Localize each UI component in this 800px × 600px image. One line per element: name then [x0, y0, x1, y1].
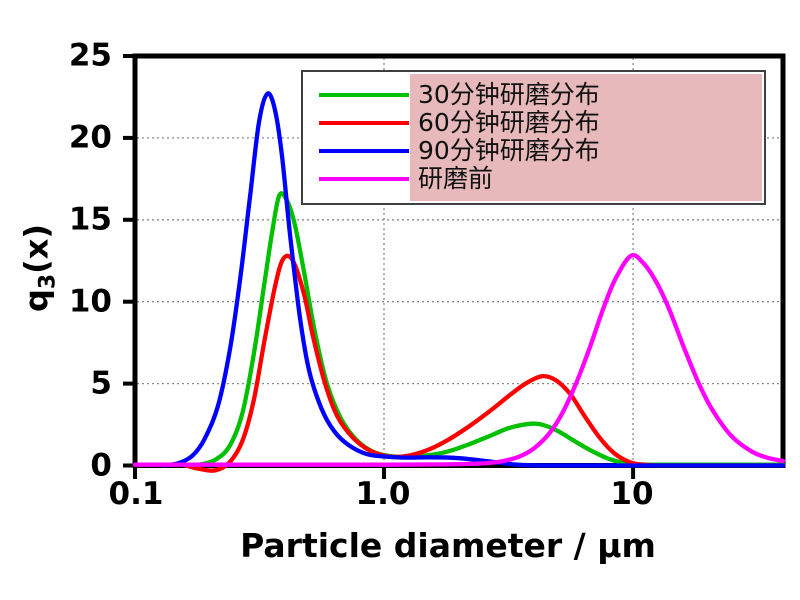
legend-label-90min: 90分钟研磨分布: [418, 136, 600, 165]
legend-label-before-grinding: 研磨前: [418, 164, 494, 193]
legend-label-60min: 60分钟研磨分布: [418, 108, 600, 137]
series-curve-2: [161, 91, 786, 468]
legend-line-green: [319, 93, 409, 97]
legend-item-before-grinding: 研磨前: [303, 165, 764, 193]
y-tick-15: 15: [68, 201, 112, 238]
legend-rows: 30分钟研磨分布 60分钟研磨分布 90分钟研磨分布 研磨前: [303, 81, 764, 193]
legend-item-60min: 60分钟研磨分布: [303, 109, 764, 137]
y-tick-5: 5: [90, 365, 112, 402]
legend-item-90min: 90分钟研磨分布: [303, 137, 764, 165]
y-title-rest: (x): [17, 223, 56, 274]
x-tick-1p0: 1.0: [355, 476, 411, 512]
legend-line-red: [319, 121, 409, 125]
y-tick-25: 25: [68, 37, 112, 74]
legend-line-blue: [319, 149, 409, 153]
x-tick-10: 10: [610, 476, 654, 512]
legend-item-30min: 30分钟研磨分布: [303, 81, 764, 109]
legend-line-magenta: [319, 177, 409, 181]
legend-highlight-overlay: [410, 74, 762, 201]
x-axis-title: Particle diameter / µm: [240, 526, 656, 565]
series-curve-0: [183, 191, 786, 468]
series-curve-3: [132, 253, 786, 467]
y-tick-10: 10: [68, 283, 112, 320]
y-title-q: q: [17, 289, 56, 313]
x-tick-0p1: 0.1: [108, 476, 164, 512]
y-tick-20: 20: [68, 119, 112, 156]
legend: 30分钟研磨分布 60分钟研磨分布 90分钟研磨分布 研磨前: [301, 70, 766, 205]
y-title-subscript: 3: [35, 273, 61, 290]
legend-label-30min: 30分钟研磨分布: [418, 80, 600, 109]
y-axis-title: q3(x): [18, 224, 61, 312]
y-tick-0: 0: [90, 447, 112, 484]
